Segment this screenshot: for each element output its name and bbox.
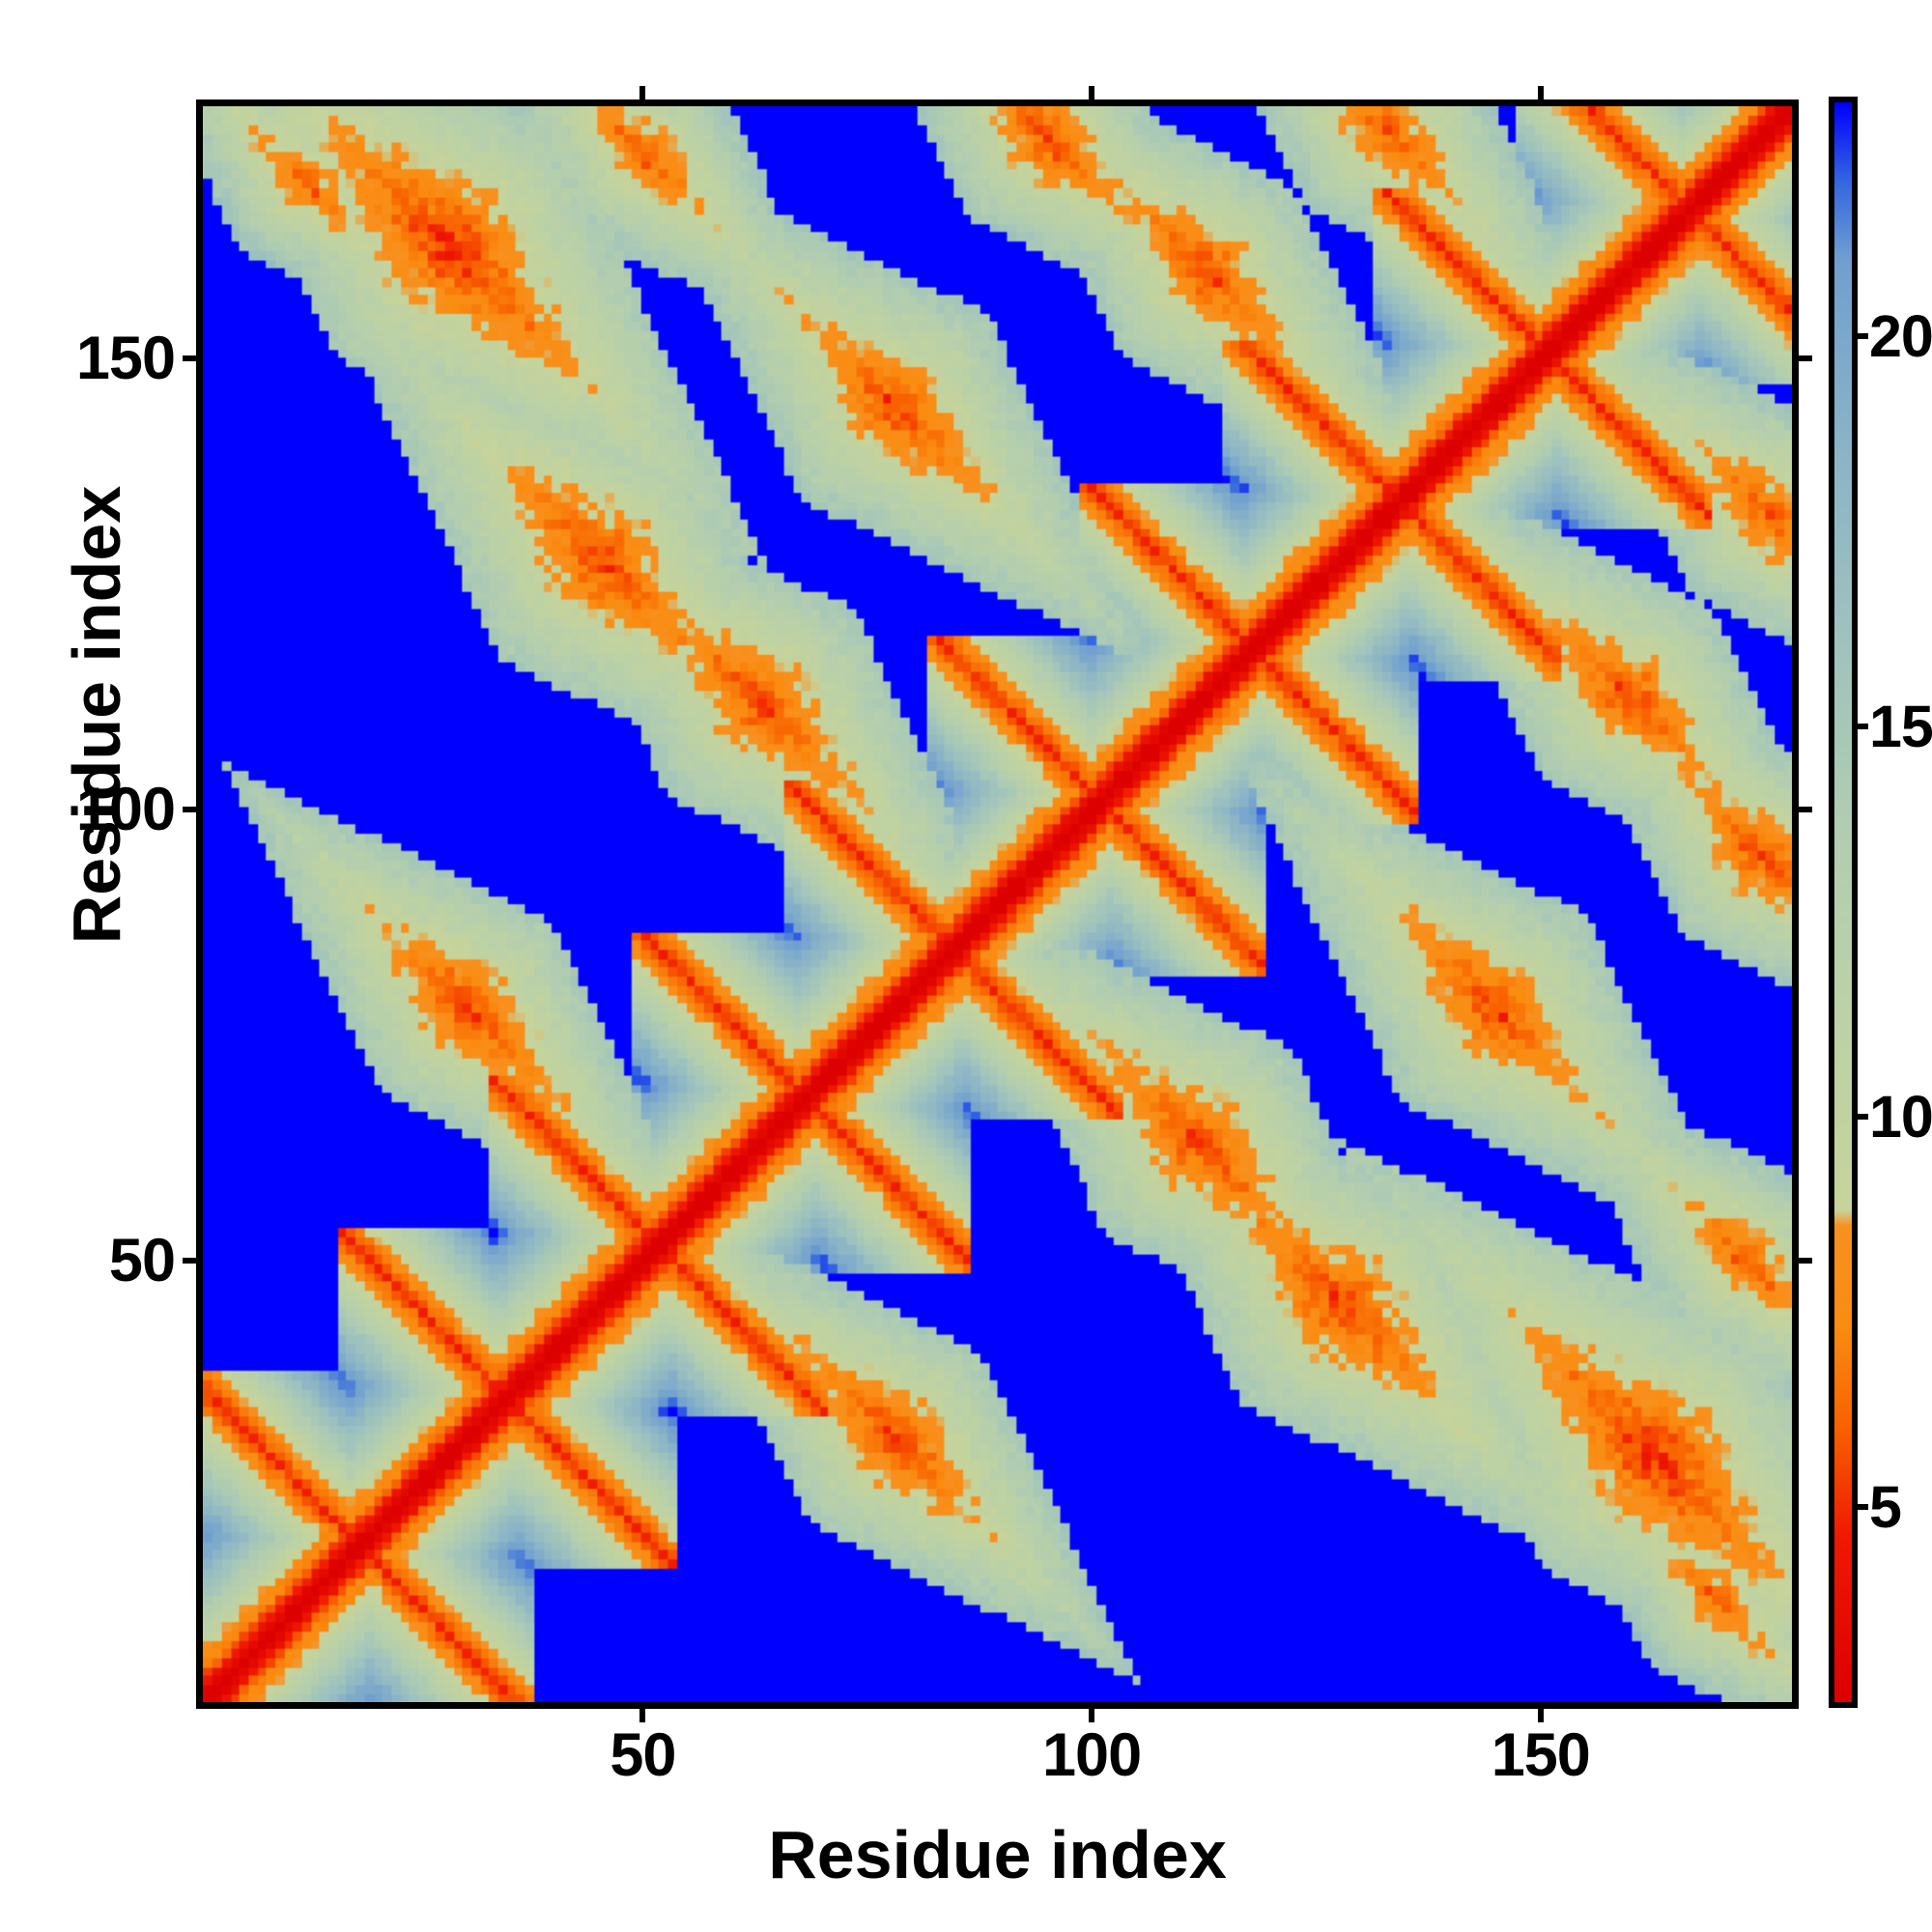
- y-tick-right-150: [1795, 355, 1812, 362]
- colorbar-label-15: 15: [1869, 694, 1932, 760]
- x-tick-label-100: 100: [1042, 1721, 1142, 1789]
- heatmap-plot-area: [196, 99, 1799, 1709]
- x-tick-label-50: 50: [610, 1721, 676, 1789]
- y-tick-label-50: 50: [108, 1226, 176, 1294]
- y-tick-label-100: 100: [75, 776, 176, 843]
- y-axis-title: Residue index: [59, 485, 134, 945]
- y-tick-label-150: 150: [75, 325, 176, 393]
- colorbar-canvas: [1834, 102, 1852, 1702]
- x-tick-50: [639, 1705, 646, 1722]
- x-tick-top-50: [639, 86, 646, 103]
- y-tick-100: [183, 807, 200, 812]
- x-tick-100: [1089, 1705, 1095, 1722]
- x-axis-title: Residue index: [768, 1817, 1227, 1892]
- distance-map-canvas: [203, 106, 1792, 1702]
- colorbar-label-10: 10: [1869, 1084, 1932, 1151]
- x-tick-label-150: 150: [1491, 1721, 1591, 1789]
- colorbar-tick-20: [1856, 333, 1868, 340]
- y-tick-right-50: [1795, 1257, 1812, 1264]
- y-tick-50: [183, 1257, 200, 1264]
- x-tick-top-150: [1537, 86, 1544, 103]
- colorbar-tick-5: [1856, 1504, 1868, 1511]
- colorbar-label-5: 5: [1869, 1474, 1902, 1541]
- colorbar-tick-10: [1856, 1114, 1868, 1121]
- colorbar-tick-15: [1856, 724, 1868, 730]
- x-tick-150: [1537, 1705, 1544, 1722]
- y-tick-right-100: [1795, 807, 1812, 812]
- x-tick-top-100: [1089, 86, 1095, 103]
- colorbar: [1829, 97, 1858, 1708]
- y-tick-150: [183, 355, 200, 362]
- colorbar-label-20: 20: [1869, 303, 1932, 370]
